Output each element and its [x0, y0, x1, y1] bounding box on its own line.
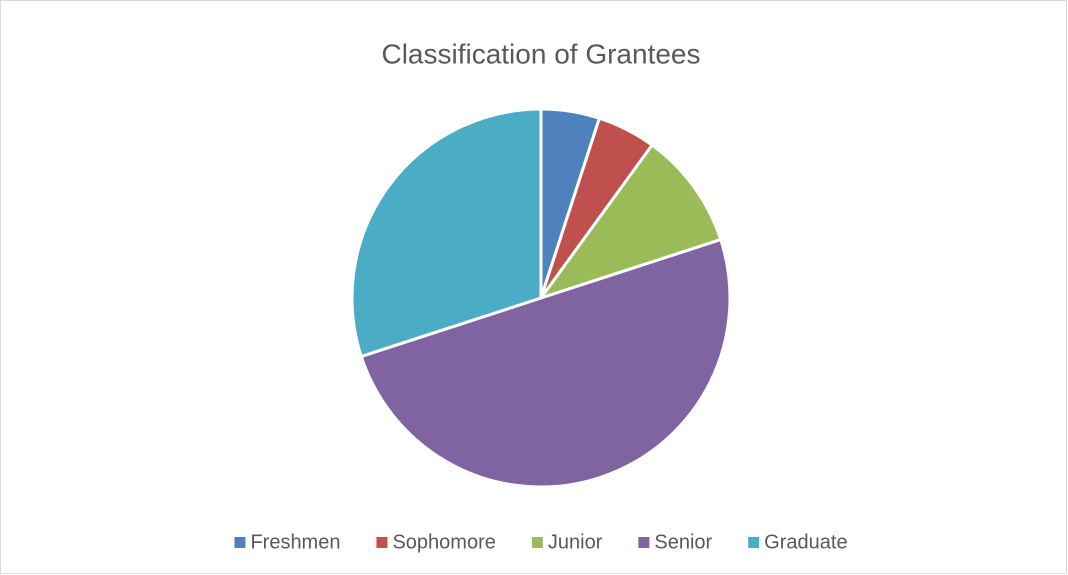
legend-swatch — [531, 537, 543, 548]
legend-text: Graduate — [764, 531, 847, 553]
pie-slice — [350, 107, 543, 358]
legend-text: Senior — [654, 531, 712, 553]
legend-swatch — [376, 537, 388, 548]
legend-swatch — [748, 537, 760, 548]
legend-swatch — [234, 537, 246, 548]
pie-slice — [539, 143, 723, 300]
legend-swatch — [638, 537, 650, 548]
pie-slice — [359, 238, 732, 489]
legend-text: Sophomore — [392, 531, 495, 553]
chart-title: Classification of Grantees — [381, 38, 700, 69]
legend-text: Freshmen — [250, 531, 340, 553]
legend-text: Junior — [548, 531, 603, 553]
